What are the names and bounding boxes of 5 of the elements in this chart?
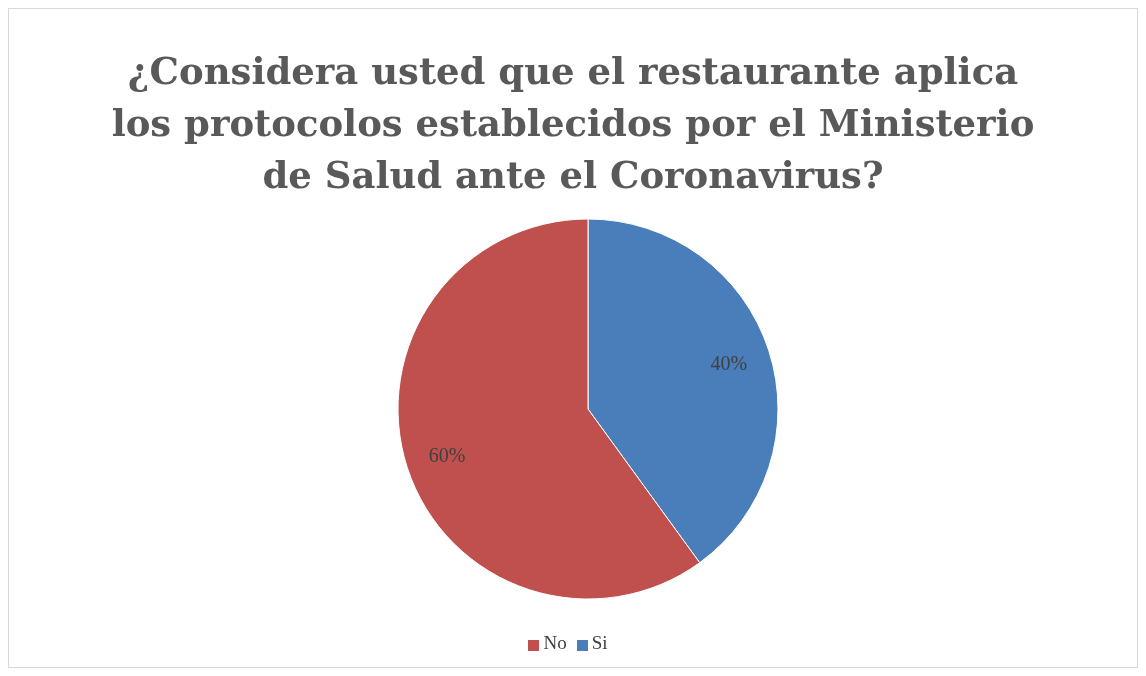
legend-label: No — [543, 632, 567, 653]
chart-title: ¿Considera usted que el restaurante aplica los protocolos establecidos por el Ministerio de Salud ante el Coronavirus? — [110, 48, 1036, 199]
legend-label: Si — [591, 632, 608, 653]
data-label: 60% — [428, 443, 466, 466]
data-label: 40% — [710, 352, 748, 375]
